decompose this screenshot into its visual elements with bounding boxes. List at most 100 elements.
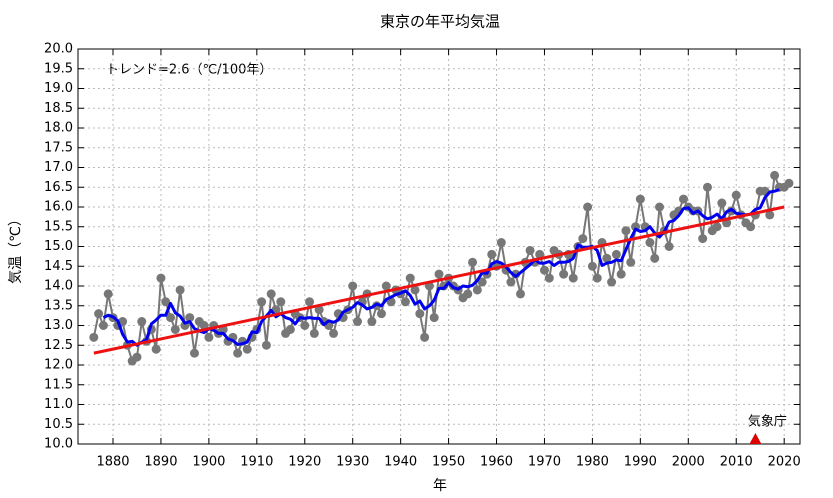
data-point bbox=[635, 194, 645, 204]
data-point bbox=[539, 265, 549, 275]
y-tick-label: 20.0 bbox=[44, 42, 73, 57]
data-point bbox=[170, 324, 180, 334]
data-point bbox=[103, 289, 113, 299]
data-point bbox=[376, 309, 386, 319]
station-annotation: 気象庁 bbox=[748, 414, 787, 430]
y-tick-label: 15.0 bbox=[44, 239, 73, 254]
data-point bbox=[161, 297, 171, 307]
data-point bbox=[487, 249, 497, 259]
data-point bbox=[578, 234, 588, 244]
data-point bbox=[535, 249, 545, 259]
data-point bbox=[415, 309, 425, 319]
trend-annotation: トレンド=2.6（℃/100年） bbox=[106, 63, 272, 78]
data-point bbox=[300, 321, 310, 330]
y-tick-label: 18.0 bbox=[44, 121, 73, 136]
data-point bbox=[602, 253, 612, 263]
data-point bbox=[568, 273, 578, 283]
data-point bbox=[770, 170, 780, 180]
data-point bbox=[544, 273, 554, 283]
y-tick-label: 10.0 bbox=[44, 437, 73, 452]
data-point bbox=[420, 332, 430, 342]
x-tick-label: 1960 bbox=[480, 455, 513, 470]
data-point bbox=[329, 328, 339, 338]
chart-title: 東京の年平均気温 bbox=[380, 13, 500, 31]
data-point bbox=[381, 281, 391, 291]
data-point bbox=[765, 210, 775, 220]
data-point bbox=[607, 277, 617, 287]
data-point bbox=[698, 234, 708, 244]
x-tick-label: 1970 bbox=[528, 455, 561, 470]
data-point bbox=[746, 222, 756, 232]
data-point bbox=[429, 313, 439, 323]
y-tick-label: 11.0 bbox=[44, 397, 73, 412]
data-point bbox=[626, 257, 636, 267]
x-tick-label: 1950 bbox=[432, 455, 465, 470]
y-tick-label: 13.0 bbox=[44, 318, 73, 333]
data-point bbox=[679, 194, 689, 204]
data-point bbox=[305, 297, 315, 307]
y-tick-label: 13.5 bbox=[44, 298, 73, 313]
data-point bbox=[400, 297, 410, 307]
data-point bbox=[468, 257, 478, 267]
data-point bbox=[611, 249, 621, 259]
x-tick-label: 1930 bbox=[336, 455, 369, 470]
data-point bbox=[784, 178, 794, 188]
data-point bbox=[166, 313, 176, 323]
data-point bbox=[702, 182, 712, 192]
data-point bbox=[583, 202, 593, 212]
data-point bbox=[525, 245, 535, 255]
data-point bbox=[233, 348, 243, 358]
data-point bbox=[621, 226, 631, 236]
data-point bbox=[645, 238, 655, 248]
data-point bbox=[309, 328, 319, 338]
y-tick-label: 15.5 bbox=[44, 219, 73, 234]
data-point bbox=[434, 269, 444, 279]
data-point bbox=[266, 289, 276, 299]
data-point bbox=[261, 340, 271, 350]
y-tick-label: 11.5 bbox=[44, 377, 73, 392]
data-point bbox=[463, 289, 473, 299]
data-point bbox=[650, 253, 660, 263]
x-tick-label: 1920 bbox=[288, 455, 321, 470]
data-point bbox=[506, 277, 516, 287]
x-tick-label: 1910 bbox=[240, 455, 273, 470]
y-tick-label: 16.0 bbox=[44, 200, 73, 215]
data-point bbox=[712, 222, 722, 232]
data-point bbox=[664, 242, 674, 251]
series-line bbox=[102, 188, 780, 347]
x-tick-label: 1900 bbox=[192, 455, 225, 470]
plot-frame bbox=[77, 48, 801, 445]
data-point bbox=[185, 313, 195, 323]
data-point bbox=[352, 317, 362, 327]
data-point bbox=[151, 344, 161, 354]
data-point bbox=[285, 324, 295, 334]
data-point bbox=[717, 198, 727, 208]
data-point bbox=[257, 297, 267, 307]
x-tick-label: 2020 bbox=[768, 455, 801, 470]
y-tick-label: 17.5 bbox=[44, 140, 73, 155]
data-point bbox=[592, 273, 602, 283]
y-tick-label: 10.5 bbox=[44, 417, 73, 432]
y-tick-label: 12.0 bbox=[44, 358, 73, 373]
y-tick-label: 14.5 bbox=[44, 259, 73, 274]
data-point bbox=[587, 261, 597, 271]
y-tick-label: 12.5 bbox=[44, 338, 73, 353]
data-point bbox=[496, 238, 506, 248]
x-tick-label: 2010 bbox=[720, 455, 753, 470]
y-axis-label: 気温（℃） bbox=[8, 212, 24, 284]
data-point bbox=[175, 285, 185, 295]
data-point bbox=[137, 317, 147, 327]
data-point bbox=[89, 332, 99, 342]
data-point bbox=[204, 332, 214, 342]
data-point bbox=[367, 317, 377, 327]
data-point bbox=[199, 321, 209, 330]
data-point bbox=[242, 344, 252, 354]
y-tick-label: 19.0 bbox=[44, 81, 73, 96]
data-point bbox=[94, 309, 104, 319]
x-tick-label: 2000 bbox=[672, 455, 705, 470]
data-point bbox=[477, 277, 487, 287]
x-tick-label: 1980 bbox=[576, 455, 609, 470]
y-tick-label: 14.0 bbox=[44, 279, 73, 294]
